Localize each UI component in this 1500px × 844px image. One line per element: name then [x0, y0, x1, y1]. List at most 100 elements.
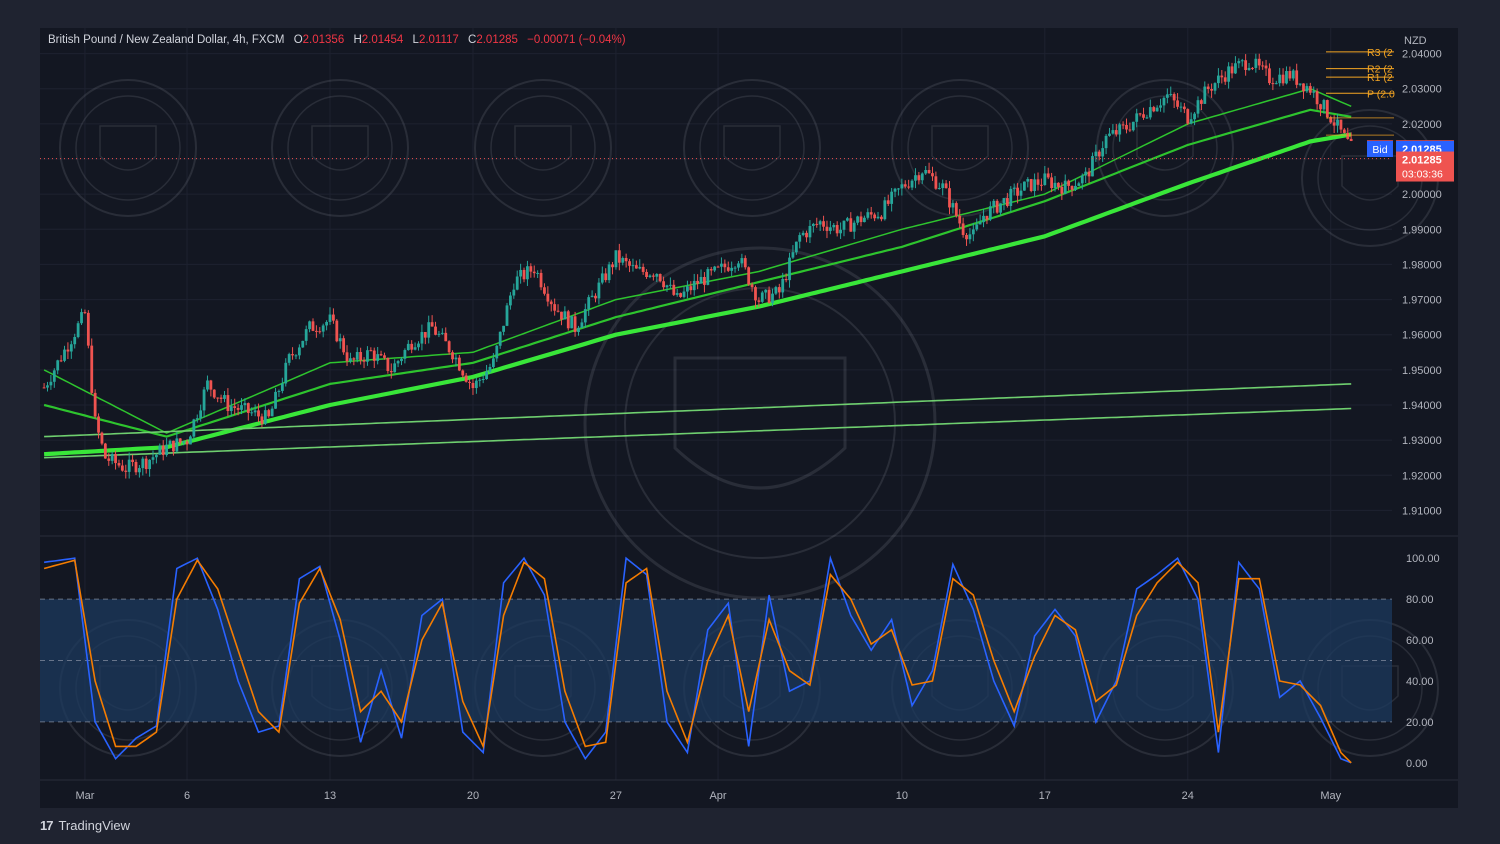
candle-down: [1349, 138, 1353, 142]
candle-down: [679, 293, 683, 297]
change-value: −0.00071 (−0.04%): [527, 34, 626, 46]
candle-up: [76, 323, 80, 337]
price-tick-label: 1.94000: [1402, 400, 1442, 412]
candle-up: [975, 224, 979, 230]
stochastic-band: [40, 599, 1392, 722]
date-tick-label: 6: [184, 790, 190, 802]
date-tick-label: 17: [1039, 790, 1051, 802]
candle-up: [893, 188, 897, 192]
candle-down: [849, 218, 853, 232]
candle-down: [342, 338, 346, 353]
candle-down: [291, 354, 294, 356]
candle-up: [852, 222, 856, 232]
candle-down: [651, 275, 655, 277]
candle-down: [822, 221, 825, 227]
candle-up: [982, 215, 985, 223]
candle-up: [764, 289, 768, 293]
candle-up: [771, 293, 774, 303]
candle-up: [897, 188, 900, 190]
pivot-label: R1 (2: [1367, 72, 1393, 84]
candle-up: [1118, 124, 1122, 135]
chart-canvas[interactable]: R3 (2 R2 (2R1 (2 P (2.0 2.04000 2.03000 2.02…: [40, 28, 1458, 808]
candle-up: [774, 287, 778, 294]
candle-up: [614, 250, 618, 268]
candle-up: [182, 441, 186, 443]
candle-down: [423, 332, 427, 338]
candle-down: [100, 432, 104, 444]
candle-up: [73, 336, 77, 345]
candle-up: [502, 325, 506, 332]
watermark-ring-inner: [1112, 95, 1218, 201]
date-tick-label: 27: [610, 790, 622, 802]
candle-down: [335, 320, 339, 342]
candle-down: [1315, 91, 1319, 105]
candle-up: [440, 332, 444, 334]
candle-up: [250, 412, 254, 414]
candle-up: [920, 173, 924, 181]
candle-up: [1091, 156, 1094, 177]
candle-down: [944, 183, 948, 189]
candle-up: [1084, 171, 1088, 176]
candle-up: [587, 297, 591, 310]
candle-up: [195, 418, 199, 420]
candle-up: [720, 263, 723, 267]
candle-up: [570, 316, 574, 329]
candle-up: [1237, 61, 1241, 64]
currency-label: NZD: [1404, 35, 1427, 47]
candle-up: [675, 293, 679, 295]
candle-up: [665, 285, 669, 288]
price-tick-label: 1.92000: [1402, 470, 1442, 482]
candle-up: [1074, 185, 1077, 190]
candle-up: [1094, 151, 1098, 157]
candle-up: [600, 273, 604, 283]
candle-up: [563, 311, 567, 320]
candle-down: [1206, 86, 1210, 90]
candle-up: [1159, 105, 1162, 108]
candle-down: [120, 465, 124, 471]
candle-down: [362, 360, 366, 362]
candle-down: [873, 214, 877, 219]
candle-down: [59, 360, 63, 362]
date-tick-label: 20: [467, 790, 479, 802]
candle-up: [505, 305, 509, 326]
price-tick-label: 1.99000: [1402, 224, 1442, 236]
candle-down: [927, 170, 931, 174]
candle-up: [590, 295, 594, 298]
candle-down: [1128, 129, 1132, 131]
stochastic-tick-label: 80.00: [1406, 594, 1434, 606]
candle-down: [172, 440, 175, 452]
candle-down: [114, 454, 117, 464]
candle-down: [246, 403, 250, 413]
price-label-tag: Bid: [1372, 144, 1387, 156]
candle-up: [971, 229, 975, 235]
candle-up: [158, 445, 162, 455]
candle-down: [560, 311, 563, 320]
candle-down: [212, 389, 216, 398]
candle-up: [597, 282, 601, 299]
candle-up: [263, 410, 267, 424]
candle-down: [985, 215, 989, 220]
candle-down: [1060, 186, 1064, 194]
candle-up: [1227, 66, 1231, 82]
candle-up: [199, 410, 203, 419]
candle-down: [628, 261, 631, 266]
candle-up: [277, 390, 281, 392]
candle-up: [876, 216, 880, 219]
candle-up: [393, 363, 397, 373]
candle-up: [1135, 113, 1139, 122]
candle-up: [818, 221, 822, 225]
stochastic-d-line: [43, 558, 1352, 764]
candle-up: [583, 309, 587, 323]
watermark-shield: [1136, 125, 1194, 171]
candle-up: [1240, 60, 1244, 62]
candle-down: [757, 300, 761, 302]
candle-up: [52, 370, 56, 382]
candle-up: [1169, 94, 1173, 96]
candle-up: [968, 234, 972, 240]
candle-down: [117, 463, 121, 466]
candle-down: [1210, 89, 1213, 91]
candle-down: [1346, 132, 1350, 139]
candle-up: [165, 444, 169, 455]
candle-down: [880, 216, 883, 220]
brand-footer[interactable]: 17 TradingView: [40, 818, 130, 833]
